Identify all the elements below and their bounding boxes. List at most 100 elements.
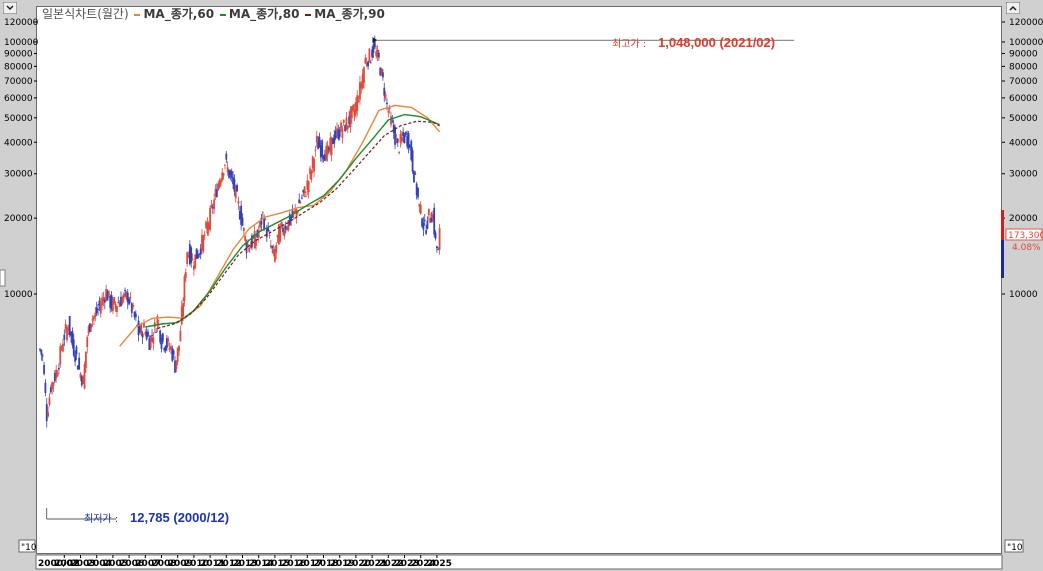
- y-tick-left: 30000: [4, 170, 33, 180]
- candle-body: [361, 74, 364, 89]
- candle-body: [45, 403, 48, 422]
- left-scroll-marker[interactable]: [0, 269, 6, 287]
- candle-body: [56, 372, 59, 377]
- candle-body: [287, 220, 290, 231]
- candle-body: [242, 227, 245, 232]
- menu-icon[interactable]: [3, 2, 17, 14]
- unit-box-left: [18, 539, 36, 553]
- candle-body: [352, 104, 355, 111]
- candle-body: [209, 207, 211, 230]
- candle-body: [182, 303, 184, 317]
- candle-body: [72, 339, 75, 356]
- candle-body: [228, 169, 230, 178]
- candle-body: [176, 347, 179, 362]
- candle-body: [303, 186, 306, 194]
- candle-body: [318, 136, 321, 148]
- candle-body: [332, 138, 334, 145]
- candle-body: [87, 326, 90, 334]
- y-tick-left: 60000: [4, 94, 33, 104]
- candle-body: [421, 218, 423, 227]
- candle-body: [245, 242, 248, 253]
- candle-body: [206, 222, 209, 234]
- candle-body: [438, 227, 441, 251]
- candle-body: [217, 183, 220, 191]
- candle-body: [280, 221, 283, 227]
- candle-body: [338, 130, 341, 137]
- y-tick-right: 20000: [1009, 214, 1038, 224]
- candle-body: [292, 211, 295, 214]
- x-tick-label: 2021: [362, 559, 387, 569]
- candle-body: [301, 197, 303, 199]
- high-price-value: 1,048,000 (2021/02): [658, 35, 775, 50]
- candle-body: [419, 204, 422, 214]
- candle-body: [413, 170, 415, 183]
- candle-body: [415, 183, 418, 196]
- candle-body: [279, 226, 282, 242]
- candle-body: [140, 323, 143, 335]
- candle-body: [282, 227, 284, 232]
- plot-area[interactable]: [36, 6, 1002, 554]
- x-tick-label: 2014: [249, 559, 274, 569]
- candle-body: [183, 276, 186, 302]
- candle-body: [251, 235, 253, 248]
- candle-body: [233, 178, 236, 192]
- x-tick-label: 2009: [168, 559, 193, 569]
- candle-body: [126, 292, 129, 303]
- candle-body: [283, 230, 286, 237]
- candle-body: [221, 172, 224, 181]
- candle-body: [197, 254, 199, 259]
- high-marker-arrow: [372, 37, 378, 44]
- y-tick-left: 90000: [4, 49, 33, 59]
- candle-body: [205, 221, 207, 228]
- candle-body: [62, 343, 64, 352]
- candle-body: [410, 140, 413, 160]
- candle-body: [311, 156, 314, 169]
- candle-body: [43, 364, 45, 374]
- candle-body: [202, 235, 205, 252]
- candle-body: [390, 116, 392, 125]
- candle-body: [106, 291, 109, 301]
- candle-body: [132, 304, 135, 307]
- y-tick-left: 20000: [4, 214, 33, 224]
- candle-body: [268, 234, 271, 236]
- candle-body: [241, 217, 244, 226]
- candle-body: [349, 109, 352, 128]
- candle-body: [278, 224, 280, 245]
- candle-body: [232, 177, 234, 185]
- x-tick-label: 2017: [297, 559, 322, 569]
- candle-body: [382, 72, 384, 78]
- candle-body: [230, 170, 233, 178]
- candle-body: [353, 109, 356, 117]
- x-tick-label: 2000/07: [38, 559, 79, 569]
- x-tick-label: 2010: [184, 559, 209, 569]
- candle-body: [194, 254, 197, 268]
- candle-body: [429, 218, 432, 223]
- legend-ma60: MA_종가,60: [143, 7, 215, 21]
- candle-body: [145, 331, 148, 340]
- candle-body: [195, 248, 198, 259]
- candle-body: [53, 373, 56, 382]
- candle-body: [172, 350, 175, 355]
- candle-body: [160, 337, 163, 349]
- candle-body: [244, 236, 247, 241]
- current-bar-up: [1001, 210, 1004, 240]
- candle-body: [348, 116, 351, 125]
- candle-body: [129, 297, 132, 299]
- legend-ma90: MA_종가,90: [314, 7, 385, 21]
- candle-body: [342, 119, 345, 123]
- candle-body: [295, 209, 298, 218]
- candle-body: [310, 170, 313, 180]
- candle-body: [137, 320, 140, 336]
- collapse-icon[interactable]: [1006, 2, 1020, 14]
- candle-body: [90, 323, 93, 328]
- candle-body: [120, 296, 122, 307]
- candle-body: [276, 234, 279, 238]
- y-tick-left: 50000: [4, 114, 33, 124]
- candle-body: [260, 218, 263, 225]
- candle-body: [365, 62, 368, 66]
- x-tick-label: 2006: [119, 559, 144, 569]
- candle-body: [299, 201, 302, 203]
- candle-body: [49, 387, 52, 393]
